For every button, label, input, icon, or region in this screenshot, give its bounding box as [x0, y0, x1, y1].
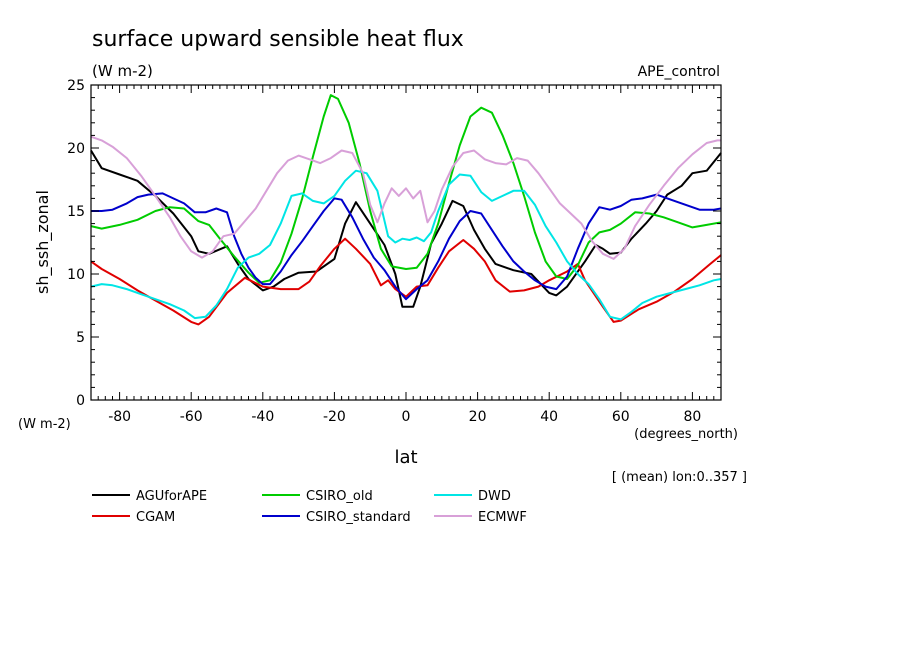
- y-tick-label: 25: [67, 78, 85, 94]
- x-axis-ticks: [90, 85, 722, 400]
- experiment-label: APE_control: [638, 64, 720, 80]
- x-axis-units: (degrees_north): [634, 427, 738, 442]
- series-line-3: [91, 192, 722, 301]
- y-axis-label: sh_ssh_zonal: [33, 190, 53, 294]
- y-axis-ticks: [91, 84, 721, 401]
- y-tick-label: 5: [76, 330, 85, 346]
- y-tick-label: 15: [67, 204, 85, 220]
- x-axis-tick-labels: -80 -60 -40 -20 0 20 40 60 80: [108, 409, 701, 425]
- y-tick-label: 10: [67, 267, 85, 283]
- legend-label: AGUforAPE: [136, 489, 207, 504]
- legend: AGUforAPE CGAM CSIRO_old CSIRO_standard DWD E…: [92, 489, 527, 525]
- x-tick-label: 80: [683, 409, 701, 425]
- plot-lines: [90, 94, 722, 326]
- legend-label: CSIRO_standard: [306, 510, 411, 525]
- x-tick-label: 60: [612, 409, 630, 425]
- series-line-0: [90, 149, 722, 308]
- chart-subtitle: (W m-2): [92, 62, 153, 80]
- x-tick-label: -60: [180, 409, 203, 425]
- y-axis-units: (W m-2): [18, 417, 71, 432]
- x-tick-label: 20: [469, 409, 487, 425]
- y-tick-label: 20: [67, 141, 85, 157]
- x-tick-label: -80: [108, 409, 131, 425]
- series-line-4: [90, 169, 722, 321]
- series-line-5: [90, 135, 721, 260]
- x-tick-label: -40: [251, 409, 274, 425]
- y-tick-label: 0: [76, 393, 85, 409]
- legend-label: CSIRO_old: [306, 489, 373, 504]
- legend-label: DWD: [478, 489, 511, 504]
- averaging-note: [ (mean) lon:0..357 ]: [612, 470, 747, 485]
- x-tick-label: 0: [402, 409, 411, 425]
- chart-title: surface upward sensible heat flux: [92, 27, 464, 52]
- y-axis-tick-labels: 0 5 10 15 20 25: [67, 78, 85, 409]
- legend-label: ECMWF: [478, 510, 527, 525]
- x-axis-label: lat: [394, 447, 417, 468]
- series-line-2: [90, 94, 722, 284]
- legend-label: CGAM: [136, 510, 175, 525]
- x-tick-label: -20: [323, 409, 346, 425]
- x-tick-label: 40: [540, 409, 558, 425]
